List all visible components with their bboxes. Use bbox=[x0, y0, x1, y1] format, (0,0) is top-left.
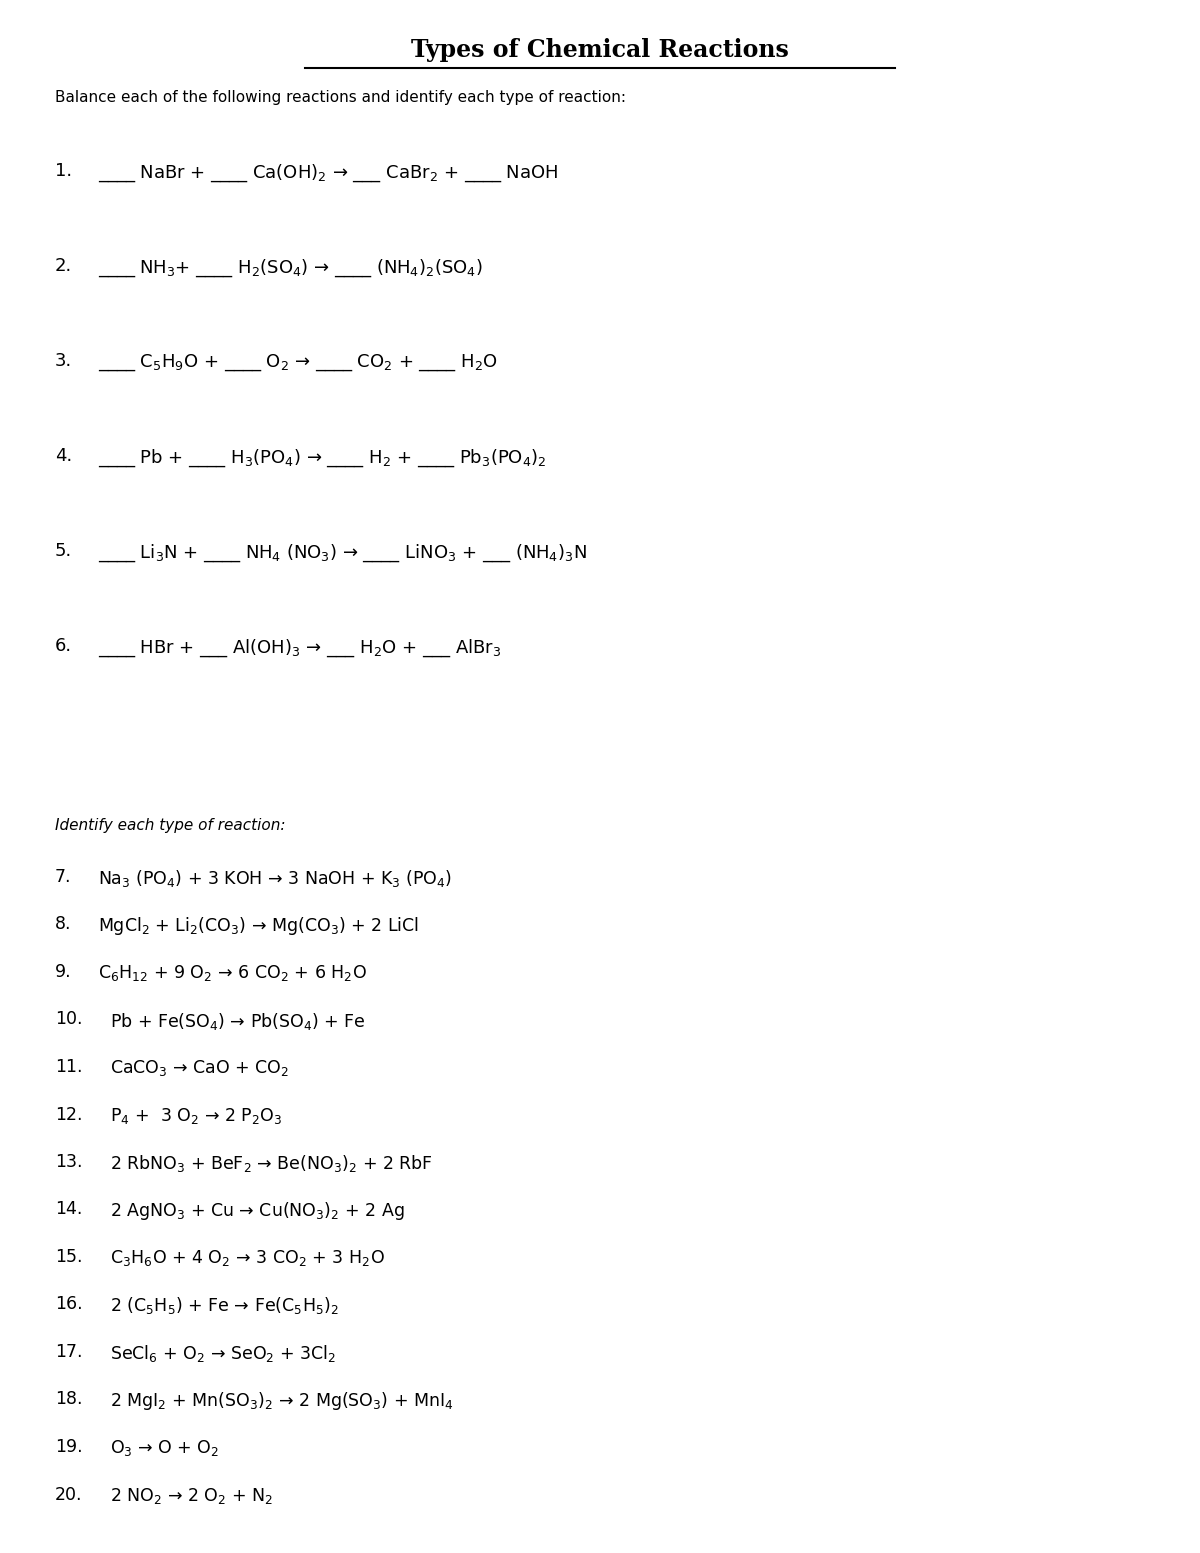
Text: 17.: 17. bbox=[55, 1343, 83, 1360]
Text: O$_3$ → O + O$_2$: O$_3$ → O + O$_2$ bbox=[110, 1438, 220, 1458]
Text: 7.: 7. bbox=[55, 868, 72, 887]
Text: 10.: 10. bbox=[55, 1011, 83, 1028]
Text: 2 (C$_5$H$_5$) + Fe → Fe(C$_5$H$_5$)$_2$: 2 (C$_5$H$_5$) + Fe → Fe(C$_5$H$_5$)$_2$ bbox=[110, 1295, 338, 1317]
Text: SeCl$_6$ + O$_2$ → SeO$_2$ + 3Cl$_2$: SeCl$_6$ + O$_2$ → SeO$_2$ + 3Cl$_2$ bbox=[110, 1343, 336, 1364]
Text: C$_6$H$_{12}$ + 9 O$_2$ → 6 CO$_2$ + 6 H$_2$O: C$_6$H$_{12}$ + 9 O$_2$ → 6 CO$_2$ + 6 H… bbox=[98, 963, 367, 983]
Text: MgCl$_2$ + Li$_2$(CO$_3$) → Mg(CO$_3$) + 2 LiCl: MgCl$_2$ + Li$_2$(CO$_3$) → Mg(CO$_3$) +… bbox=[98, 916, 419, 938]
Text: 19.: 19. bbox=[55, 1438, 83, 1457]
Text: Types of Chemical Reactions: Types of Chemical Reactions bbox=[412, 37, 788, 62]
Text: 2 MgI$_2$ + Mn(SO$_3$)$_2$ → 2 Mg(SO$_3$) + MnI$_4$: 2 MgI$_2$ + Mn(SO$_3$)$_2$ → 2 Mg(SO$_3$… bbox=[110, 1390, 454, 1413]
Text: 20.: 20. bbox=[55, 1486, 83, 1503]
Text: 18.: 18. bbox=[55, 1390, 83, 1409]
Text: 2 AgNO$_3$ + Cu → Cu(NO$_3$)$_2$ + 2 Ag: 2 AgNO$_3$ + Cu → Cu(NO$_3$)$_2$ + 2 Ag bbox=[110, 1200, 404, 1222]
Text: ____ Pb + ____ H$_3$(PO$_4$) → ____ H$_2$ + ____ Pb$_3$(PO$_4$)$_2$: ____ Pb + ____ H$_3$(PO$_4$) → ____ H$_2… bbox=[98, 447, 547, 469]
Text: 8.: 8. bbox=[55, 916, 72, 933]
Text: 9.: 9. bbox=[55, 963, 72, 981]
Text: 2 NO$_2$ → 2 O$_2$ + N$_2$: 2 NO$_2$ → 2 O$_2$ + N$_2$ bbox=[110, 1486, 274, 1505]
Text: ____ HBr + ___ Al(OH)$_3$ → ___ H$_2$O + ___ AlBr$_3$: ____ HBr + ___ Al(OH)$_3$ → ___ H$_2$O +… bbox=[98, 637, 502, 658]
Text: 2 RbNO$_3$ + BeF$_2$ → Be(NO$_3$)$_2$ + 2 RbF: 2 RbNO$_3$ + BeF$_2$ → Be(NO$_3$)$_2$ + … bbox=[110, 1152, 433, 1174]
Text: Identify each type of reaction:: Identify each type of reaction: bbox=[55, 818, 286, 832]
Text: 11.: 11. bbox=[55, 1058, 83, 1076]
Text: Balance each of the following reactions and identify each type of reaction:: Balance each of the following reactions … bbox=[55, 90, 626, 106]
Text: Na$_3$ (PO$_4$) + 3 KOH → 3 NaOH + K$_3$ (PO$_4$): Na$_3$ (PO$_4$) + 3 KOH → 3 NaOH + K$_3$… bbox=[98, 868, 452, 888]
Text: 4.: 4. bbox=[55, 447, 72, 464]
Text: ____ Li$_3$N + ____ NH$_4$ (NO$_3$) → ____ LiNO$_3$ + ___ (NH$_4$)$_3$N: ____ Li$_3$N + ____ NH$_4$ (NO$_3$) → __… bbox=[98, 542, 587, 564]
Text: 16.: 16. bbox=[55, 1295, 83, 1314]
Text: ____ NH$_3$+ ____ H$_2$(SO$_4$) → ____ (NH$_4$)$_2$(SO$_4$): ____ NH$_3$+ ____ H$_2$(SO$_4$) → ____ (… bbox=[98, 256, 482, 278]
Text: 3.: 3. bbox=[55, 353, 72, 370]
Text: CaCO$_3$ → CaO + CO$_2$: CaCO$_3$ → CaO + CO$_2$ bbox=[110, 1058, 289, 1078]
Text: 14.: 14. bbox=[55, 1200, 83, 1219]
Text: 6.: 6. bbox=[55, 637, 72, 655]
Text: 12.: 12. bbox=[55, 1106, 83, 1123]
Text: 5.: 5. bbox=[55, 542, 72, 561]
Text: 1.: 1. bbox=[55, 162, 72, 180]
Text: 13.: 13. bbox=[55, 1152, 83, 1171]
Text: C$_3$H$_6$O + 4 O$_2$ → 3 CO$_2$ + 3 H$_2$O: C$_3$H$_6$O + 4 O$_2$ → 3 CO$_2$ + 3 H$_… bbox=[110, 1249, 385, 1267]
Text: 15.: 15. bbox=[55, 1249, 83, 1266]
Text: ____ NaBr + ____ Ca(OH)$_2$ → ___ CaBr$_2$ + ____ NaOH: ____ NaBr + ____ Ca(OH)$_2$ → ___ CaBr$_… bbox=[98, 162, 558, 183]
Text: P$_4$ +  3 O$_2$ → 2 P$_2$O$_3$: P$_4$ + 3 O$_2$ → 2 P$_2$O$_3$ bbox=[110, 1106, 282, 1126]
Text: 2.: 2. bbox=[55, 256, 72, 275]
Text: Pb + Fe(SO$_4$) → Pb(SO$_4$) + Fe: Pb + Fe(SO$_4$) → Pb(SO$_4$) + Fe bbox=[110, 1011, 366, 1031]
Text: ____ C$_5$H$_9$O + ____ O$_2$ → ____ CO$_2$ + ____ H$_2$O: ____ C$_5$H$_9$O + ____ O$_2$ → ____ CO$… bbox=[98, 353, 498, 373]
